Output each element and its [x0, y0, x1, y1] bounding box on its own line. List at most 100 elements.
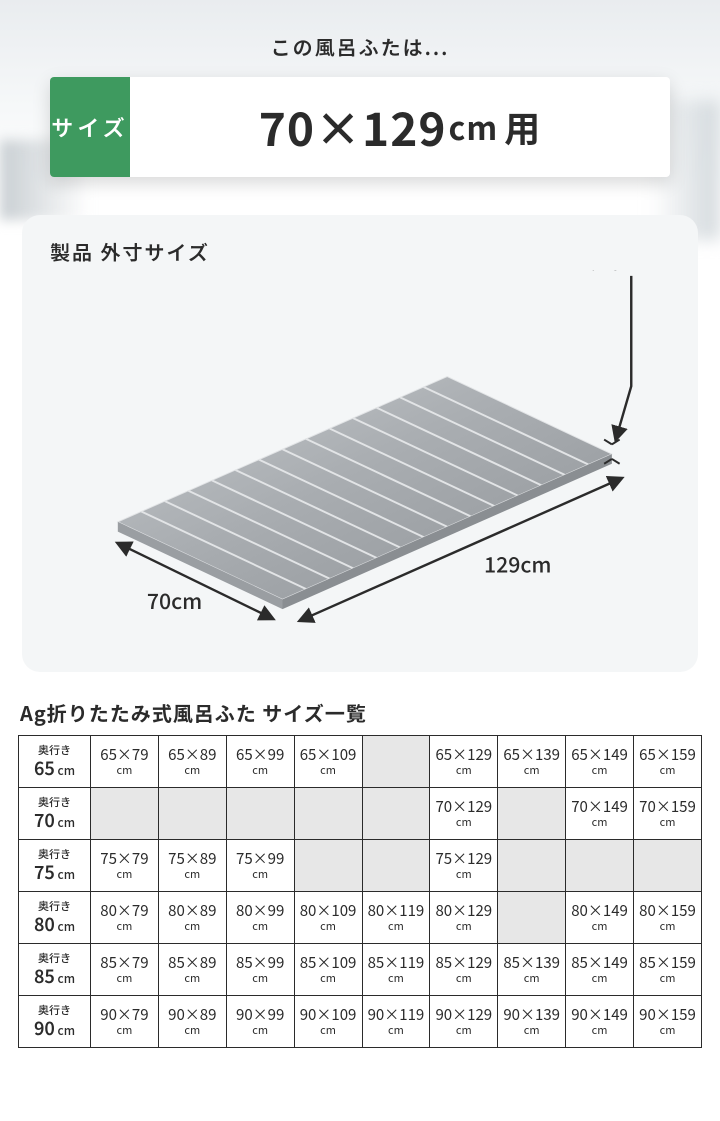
row-label: 奥行き [19, 900, 90, 912]
size-cell: 85×109cm [294, 944, 362, 996]
depth-value: 85 cm [34, 963, 75, 989]
size-cell: 65×129cm [430, 736, 498, 788]
cell-unit: cm [566, 816, 633, 828]
table-row: 奥行き75 cm75×79cm75×89cm75×99cm75×129cm [19, 840, 702, 892]
cell-unit: cm [566, 920, 633, 932]
depth-label: 70cm [147, 585, 202, 616]
table-row: 奥行き90 cm90×79cm90×89cm90×99cm90×109cm90×… [19, 996, 702, 1048]
size-cell [294, 840, 362, 892]
depth-value: 65 cm [34, 755, 75, 781]
table-row: 奥行き85 cm85×79cm85×89cm85×99cm85×109cm85×… [19, 944, 702, 996]
size-cell [226, 788, 294, 840]
intro-text: この風呂ふたは... [30, 32, 690, 61]
size-cell: 75×89cm [158, 840, 226, 892]
depth-header: 奥行き75 cm [19, 840, 91, 892]
depth-value: 75 cm [34, 859, 75, 885]
cell-unit: cm [159, 764, 226, 776]
size-cell: 75×99cm [226, 840, 294, 892]
size-cell: 75×79cm [91, 840, 159, 892]
row-label: 奥行き [19, 952, 90, 964]
table-row: 奥行き65 cm65×79cm65×89cm65×99cm65×109cm65×… [19, 736, 702, 788]
cell-unit: cm [566, 972, 633, 984]
depth-header: 奥行き70 cm [19, 788, 91, 840]
cell-unit: cm [430, 1024, 497, 1036]
cell-unit: cm [634, 1024, 701, 1036]
depth-header: 奥行き80 cm [19, 892, 91, 944]
size-cell: 65×109cm [294, 736, 362, 788]
size-cell: 80×149cm [566, 892, 634, 944]
depth-value: 90 cm [34, 1015, 75, 1041]
depth-header: 奥行き85 cm [19, 944, 91, 996]
size-banner: サイズ 70×129cm用 [50, 77, 670, 177]
thickness-arrow [616, 276, 632, 440]
cell-unit: cm [91, 764, 158, 776]
size-cell: 80×99cm [226, 892, 294, 944]
cell-unit: cm [363, 1024, 430, 1036]
cell-unit: cm [566, 764, 633, 776]
cell-unit: cm [227, 764, 294, 776]
size-cell: 80×159cm [634, 892, 702, 944]
row-label: 奥行き [19, 1004, 90, 1016]
cell-unit: cm [91, 868, 158, 880]
size-cell [362, 788, 430, 840]
size-cell: 65×149cm [566, 736, 634, 788]
cell-unit: cm [159, 1024, 226, 1036]
cell-unit: cm [566, 1024, 633, 1036]
cell-unit: cm [159, 972, 226, 984]
size-cell: 85×99cm [226, 944, 294, 996]
row-label: 奥行き [19, 744, 90, 756]
cell-unit: cm [634, 764, 701, 776]
depth-value: 70 cm [34, 807, 75, 833]
cell-unit: cm [498, 1024, 565, 1036]
size-cell [158, 788, 226, 840]
size-cell [566, 840, 634, 892]
size-cell: 65×159cm [634, 736, 702, 788]
size-cell: 80×129cm [430, 892, 498, 944]
size-cell [362, 840, 430, 892]
cell-unit: cm [91, 972, 158, 984]
cell-unit: cm [363, 920, 430, 932]
size-cell [362, 736, 430, 788]
product-diagram: 70cm 129cm 1.1cm [50, 270, 670, 638]
cell-unit: cm [227, 920, 294, 932]
size-cell: 90×89cm [158, 996, 226, 1048]
size-cell [294, 788, 362, 840]
size-cell [91, 788, 159, 840]
length-label: 129cm [484, 548, 552, 579]
cell-unit: cm [91, 920, 158, 932]
row-label: 奥行き [19, 796, 90, 808]
cell-unit: cm [227, 868, 294, 880]
table-row: 奥行き80 cm80×79cm80×89cm80×99cm80×109cm80×… [19, 892, 702, 944]
size-table-section: Ag折りたたみ式風呂ふた サイズ一覧 奥行き65 cm65×79cm65×89c… [0, 672, 720, 1088]
cell-unit: cm [430, 816, 497, 828]
size-cell: 90×159cm [634, 996, 702, 1048]
cell-unit: cm [295, 1024, 362, 1036]
size-cell: 90×109cm [294, 996, 362, 1048]
size-cell: 70×149cm [566, 788, 634, 840]
depth-header: 奥行き65 cm [19, 736, 91, 788]
size-cell: 85×129cm [430, 944, 498, 996]
table-row: 奥行き70 cm70×129cm70×149cm70×159cm [19, 788, 702, 840]
cell-unit: cm [634, 972, 701, 984]
size-cell: 85×139cm [498, 944, 566, 996]
cell-unit: cm [430, 920, 497, 932]
row-label: 奥行き [19, 848, 90, 860]
size-cell [498, 788, 566, 840]
size-table-title: Ag折りたたみ式風呂ふた サイズ一覧 [20, 698, 702, 727]
diagram-card: 製品 外寸サイズ 70cm 129cm 1.1cm [22, 215, 698, 672]
size-cell: 85×89cm [158, 944, 226, 996]
size-cell [498, 840, 566, 892]
hero-section: この風呂ふたは... サイズ 70×129cm用 [0, 0, 720, 195]
size-cell: 90×149cm [566, 996, 634, 1048]
size-cell: 90×129cm [430, 996, 498, 1048]
cell-unit: cm [430, 972, 497, 984]
size-cell: 65×139cm [498, 736, 566, 788]
size-cell: 90×99cm [226, 996, 294, 1048]
cell-unit: cm [159, 868, 226, 880]
cell-unit: cm [295, 972, 362, 984]
size-cell: 75×129cm [430, 840, 498, 892]
cell-unit: cm [634, 816, 701, 828]
thickness-label: 1.1cm [578, 270, 640, 277]
size-cell [498, 892, 566, 944]
size-unit: cm [448, 104, 498, 150]
